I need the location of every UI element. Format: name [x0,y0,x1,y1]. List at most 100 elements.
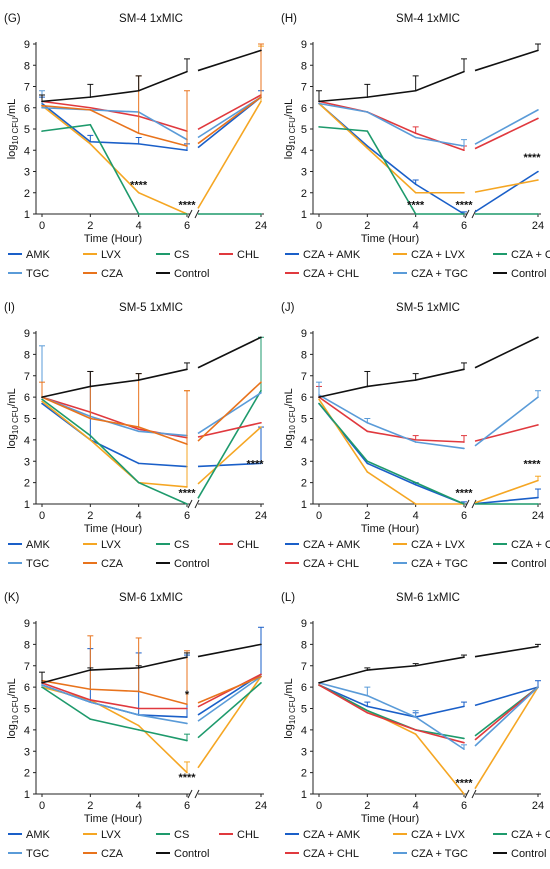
series-line [318,684,465,718]
data-point [414,481,417,484]
y-tick-label: 1 [24,209,30,221]
data-point [41,396,43,398]
series-line-post [197,49,262,72]
data-point [260,213,262,215]
y-tick-label: 6 [24,392,30,404]
data-point [537,170,539,173]
y-tick-label: 8 [301,60,307,72]
legend: CZA + AMK CZA + LVX CZA + CS CZA + CHL CZA +… [285,539,550,570]
data-point [260,643,262,646]
series-line [318,70,465,103]
series-line-post [474,479,539,504]
series-line-post [474,686,539,790]
legend-label: AMK [26,539,51,551]
panel-title: SM-4 1xMIC [119,13,183,25]
series-line [41,682,187,710]
series-line-post [197,381,262,442]
series-chl [41,673,262,710]
legend-label: CHL [237,249,259,261]
y-tick-label: 2 [301,188,307,200]
data-point [137,714,140,716]
series-cza-cs [318,126,539,215]
y-tick-label: 7 [24,661,30,673]
y-tick-label: 7 [301,661,307,673]
data-point [537,424,539,426]
y-tick-label: 5 [301,704,307,716]
x-tick-label: 4 [413,800,419,812]
series-line [41,396,188,437]
x-tick-label: 2 [364,510,370,522]
series-line [318,394,465,450]
series-line-post [474,117,539,150]
data-point [41,686,43,688]
panel-title: SM-5 1xMIC [396,302,460,314]
panel-title: SM-5 1xMIC [119,302,183,314]
data-point [366,460,369,463]
data-point [89,439,92,441]
legend-label: CZA + LVX [411,829,466,841]
panel-letter: (L) [281,592,295,604]
data-point [318,398,320,401]
series-line [41,402,188,468]
y-tick-label: 9 [24,39,30,51]
data-point [89,718,92,720]
data-point [318,102,320,105]
series-line [41,686,188,742]
axis-break-mark [194,499,200,509]
data-point [137,462,140,465]
data-point [537,686,539,688]
panel-letter: (I) [4,302,15,314]
x-tick-label: 0 [39,510,45,522]
series-line-post [197,96,262,139]
series-line-post [197,392,262,435]
y-tick-label: 6 [301,392,307,404]
x-tick-label: 2 [87,800,93,812]
legend-label: CZA + TGC [411,848,468,860]
data-point [137,213,140,215]
legend-label: Control [511,848,546,860]
axis-break-mark [471,789,477,799]
x-tick-label: 24 [532,510,544,522]
legend-label: CZA + TGC [411,268,468,280]
series-lvx [41,45,264,215]
y-axis-label: log10 CFU/mL [283,678,297,739]
series-line [318,102,465,147]
data-point [463,447,465,450]
series-line-post [197,390,262,499]
series-line-post [474,686,539,747]
significance-marker: **** [455,778,473,790]
y-tick-label: 3 [301,456,307,468]
data-point [186,707,188,710]
y-tick-label: 9 [301,618,307,630]
y-tick-label: 2 [24,188,30,200]
series-line [41,102,188,152]
y-tick-label: 8 [24,349,30,361]
legend-label: CZA + CS [511,829,550,841]
series-line-post [197,643,262,658]
series-cs [41,123,262,215]
series-control [316,43,541,103]
legend-label: Control [174,268,209,280]
series-line [318,682,465,750]
series-line [318,102,464,194]
significance-marker: * [185,689,190,701]
series-line [41,679,188,705]
x-tick-label: 6 [184,800,190,812]
x-axis-label: Time (Hour) [84,233,142,245]
significance-marker: **** [246,459,264,471]
data-point [366,711,369,714]
legend-label: CZA [101,848,124,860]
data-point [260,336,262,339]
significance-marker: **** [178,488,196,500]
legend-label: CZA + CS [511,249,550,261]
panel-title: SM-6 1xMIC [119,592,183,604]
series-line-post [197,100,262,209]
y-tick-label: 7 [24,82,30,94]
axis-break-mark [187,499,193,509]
data-point [463,213,465,215]
legend-label: AMK [26,829,51,841]
data-point [463,741,465,744]
data-point [137,481,140,484]
